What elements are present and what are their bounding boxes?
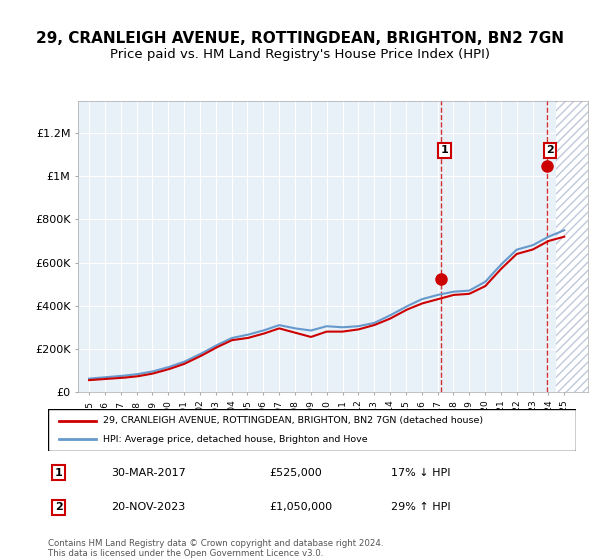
Text: 2: 2 bbox=[546, 145, 554, 155]
FancyBboxPatch shape bbox=[48, 409, 576, 451]
Text: 30-MAR-2017: 30-MAR-2017 bbox=[112, 468, 186, 478]
Text: Contains HM Land Registry data © Crown copyright and database right 2024.
This d: Contains HM Land Registry data © Crown c… bbox=[48, 539, 383, 558]
Text: 29, CRANLEIGH AVENUE, ROTTINGDEAN, BRIGHTON, BN2 7GN (detached house): 29, CRANLEIGH AVENUE, ROTTINGDEAN, BRIGH… bbox=[103, 416, 484, 425]
Text: 2: 2 bbox=[55, 502, 62, 512]
Text: 17% ↓ HPI: 17% ↓ HPI bbox=[391, 468, 451, 478]
Text: 29, CRANLEIGH AVENUE, ROTTINGDEAN, BRIGHTON, BN2 7GN: 29, CRANLEIGH AVENUE, ROTTINGDEAN, BRIGH… bbox=[36, 31, 564, 46]
Text: £1,050,000: £1,050,000 bbox=[270, 502, 333, 512]
Text: Price paid vs. HM Land Registry's House Price Index (HPI): Price paid vs. HM Land Registry's House … bbox=[110, 48, 490, 60]
Bar bbox=[78, 101, 556, 392]
Text: 20-NOV-2023: 20-NOV-2023 bbox=[112, 502, 185, 512]
Text: 1: 1 bbox=[440, 145, 448, 155]
Text: 29% ↑ HPI: 29% ↑ HPI bbox=[391, 502, 451, 512]
Bar bbox=[556, 101, 588, 392]
Text: 1: 1 bbox=[55, 468, 62, 478]
Text: £525,000: £525,000 bbox=[270, 468, 323, 478]
Text: HPI: Average price, detached house, Brighton and Hove: HPI: Average price, detached house, Brig… bbox=[103, 435, 368, 444]
